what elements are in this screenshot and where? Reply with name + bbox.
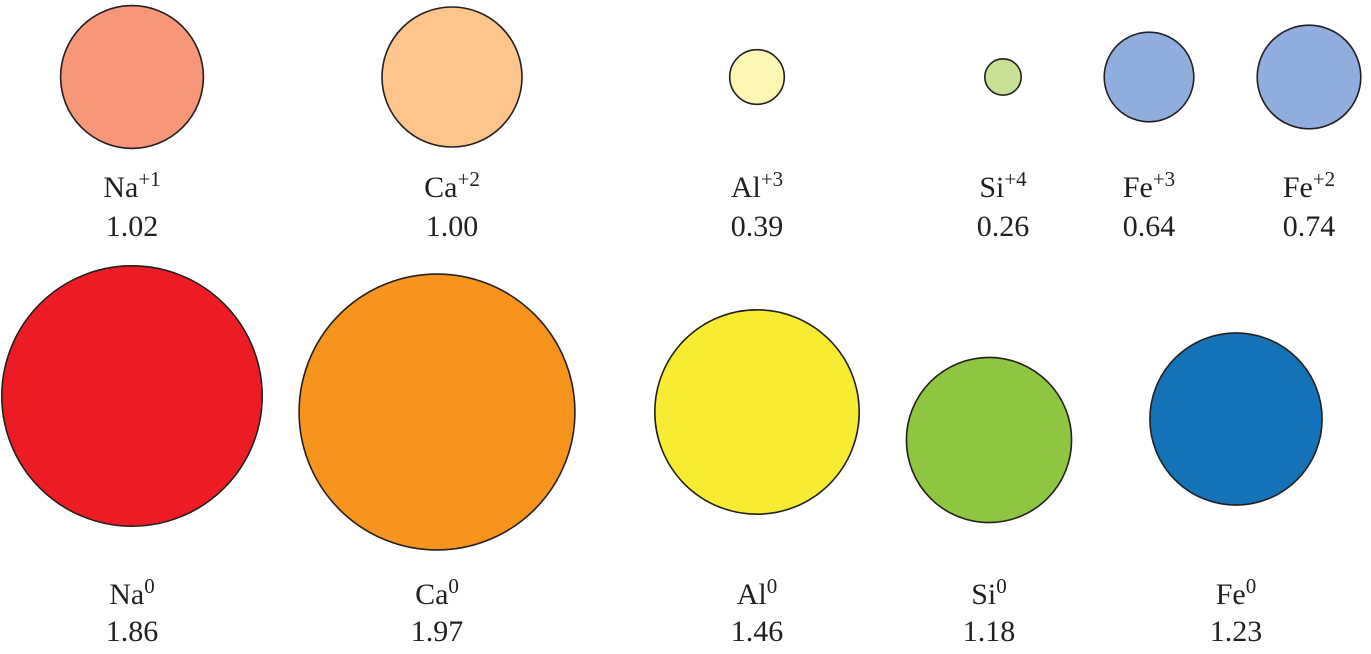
ion-circle-si-plus4	[983, 57, 1022, 97]
atom-symbol: Al	[737, 578, 767, 611]
ion-symbol: Al	[731, 171, 761, 204]
ion-label-na-plus1: Na+1	[103, 167, 160, 204]
ion-radius-value-al-plus3: 0.39	[731, 210, 784, 243]
atom-circle-al-0	[653, 308, 860, 515]
atom-radius-value-ca-0: 1.97	[411, 615, 464, 648]
ion-symbol: Na	[103, 171, 138, 204]
ion-row: Na+11.02Ca+21.00Al+30.39Si+40.26Fe+30.64…	[59, 4, 1362, 243]
ion-charge: +3	[761, 167, 783, 191]
ion-radius-value-si-plus4: 0.26	[977, 210, 1030, 243]
atom-charge: 0	[448, 574, 459, 598]
atom-radius-value-na-0: 1.86	[106, 615, 159, 648]
ion-label-ca-plus2: Ca+2	[424, 167, 480, 204]
atom-symbol: Ca	[415, 578, 448, 611]
atom-circle-ca-0	[298, 273, 576, 551]
ion-label-fe-plus3: Fe+3	[1123, 167, 1175, 204]
atom-label-na-0: Na0	[109, 574, 154, 611]
atom-radius-value-fe-0: 1.23	[1210, 615, 1263, 648]
atom-label-si-0: Si0	[971, 574, 1007, 611]
ion-radius-value-fe-plus2: 0.74	[1283, 210, 1336, 243]
atom-label-ca-0: Ca0	[415, 574, 459, 611]
ion-charge: +1	[138, 167, 160, 191]
atom-circle-si-0	[905, 356, 1073, 524]
ion-charge: +4	[1004, 167, 1027, 191]
atom-charge: 0	[1246, 574, 1257, 598]
atom-radius-value-si-0: 1.18	[963, 615, 1016, 648]
ion-circle-na-plus1	[59, 4, 205, 150]
ion-circle-ca-plus2	[381, 6, 523, 148]
ion-charge: +2	[1313, 167, 1335, 191]
ion-circle-fe-plus3	[1103, 31, 1195, 123]
ion-charge: +3	[1153, 167, 1175, 191]
ion-symbol: Ca	[424, 171, 457, 204]
ion-radius-value-na-plus1: 1.02	[106, 210, 159, 243]
ion-label-al-plus3: Al+3	[731, 167, 783, 204]
atom-charge: 0	[144, 574, 155, 598]
ion-label-si-plus4: Si+4	[979, 167, 1027, 204]
atom-charge: 0	[996, 574, 1007, 598]
ion-circle-fe-plus2	[1256, 24, 1362, 130]
ion-circle-al-plus3	[728, 48, 786, 106]
ion-radius-value-fe-plus3: 0.64	[1123, 210, 1176, 243]
ion-label-fe-plus2: Fe+2	[1283, 167, 1335, 204]
atom-label-al-0: Al0	[737, 574, 778, 611]
atom-symbol: Si	[971, 578, 996, 611]
atom-symbol: Fe	[1216, 578, 1246, 611]
ion-symbol: Fe	[1283, 171, 1313, 204]
ion-charge: +2	[457, 167, 479, 191]
atom-label-fe-0: Fe0	[1216, 574, 1257, 611]
ion-symbol: Si	[979, 171, 1004, 204]
atom-symbol: Na	[109, 578, 144, 611]
ion-radius-value-ca-plus2: 1.00	[426, 210, 479, 243]
atom-charge: 0	[767, 574, 778, 598]
atom-circle-fe-0	[1149, 332, 1323, 506]
ion-symbol: Fe	[1123, 171, 1153, 204]
atom-radius-value-al-0: 1.46	[731, 615, 784, 648]
atom-circle-na-0	[1, 264, 263, 527]
